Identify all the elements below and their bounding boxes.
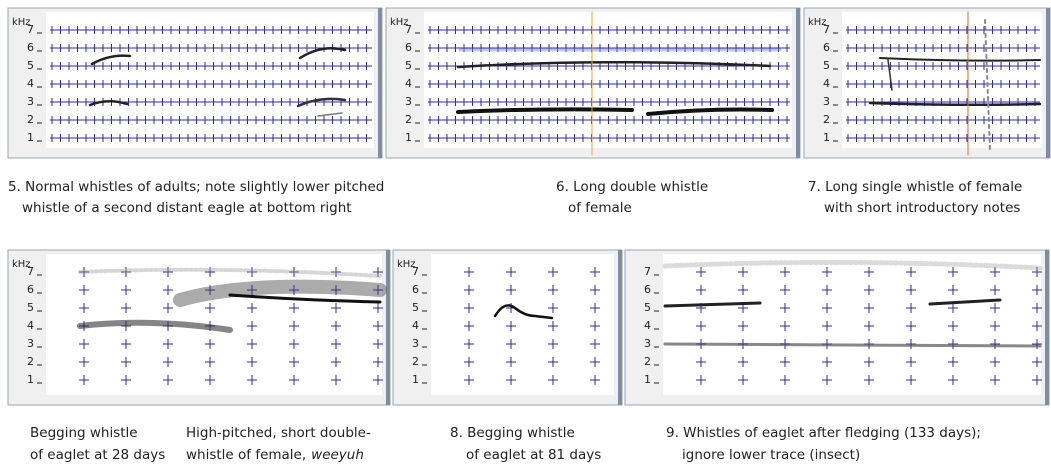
y-tick-label: 4 (412, 319, 419, 332)
y-tick-label: 6 (405, 41, 412, 54)
y-tick-label: 7 (405, 23, 412, 36)
y-tick-label: 7 (823, 23, 830, 36)
caption-line: 6. Long double whistle (556, 179, 708, 195)
y-tick-label: 7 (27, 23, 34, 36)
separator (1045, 250, 1049, 405)
y-tick-label: 4 (27, 77, 34, 90)
y-tick-label: 3 (405, 95, 412, 108)
y-tick-label: 3 (823, 95, 830, 108)
caption-line: High-pitched, short double- (186, 425, 371, 441)
caption-line: of eaglet at 81 days (466, 447, 601, 463)
spectrogram-panel: 7 6 5 4 3 2 1 (625, 250, 1049, 405)
y-tick-label: 4 (27, 319, 34, 332)
y-tick-label: 6 (27, 41, 34, 54)
y-tick-label: 1 (27, 131, 34, 144)
caption-line: 7. Long single whistle of female (808, 179, 1022, 195)
y-tick-label: 5 (27, 301, 34, 314)
separator (618, 250, 622, 405)
caption-line: with short introductory notes (824, 200, 1020, 216)
caption-line: ignore lower trace (insect) (682, 447, 860, 463)
caption-line: whistle of a second distant eagle at bot… (22, 200, 352, 216)
y-tick-label: 7 (644, 265, 651, 278)
caption-line: 9. Whistles of eaglet after fledging (13… (666, 425, 981, 441)
y-tick-label: 5 (405, 59, 412, 72)
y-tick-label: 3 (644, 337, 651, 350)
y-tick-label: 1 (405, 131, 412, 144)
y-tick-label: 1 (644, 373, 651, 386)
y-tick-label: 4 (823, 77, 830, 90)
y-tick-label: 2 (405, 113, 412, 126)
y-tick-label: 5 (644, 301, 651, 314)
plot-area (46, 12, 374, 148)
separator (796, 8, 800, 158)
plot-area (663, 254, 1041, 395)
caption-line: of eaglet at 28 days (30, 447, 165, 463)
page: kHz7654321kHz7654321kHz7654321kHz7654321… (0, 0, 1051, 465)
y-tick-label: 5 (27, 59, 34, 72)
figure: kHz7654321kHz7654321kHz7654321kHz7654321… (0, 0, 1051, 465)
caption-line: Begging whistle (30, 425, 138, 441)
y-tick-label: 7 (412, 265, 419, 278)
y-tick-label: 2 (27, 113, 34, 126)
y-tick-label: 6 (412, 283, 419, 296)
y-tick-label: 4 (405, 77, 412, 90)
y-tick-label: 1 (823, 131, 830, 144)
y-tick-label: 3 (27, 337, 34, 350)
y-tick-label: 6 (644, 283, 651, 296)
y-tick-label: 3 (27, 95, 34, 108)
separator (1046, 8, 1050, 158)
y-tick-label: 1 (412, 373, 419, 386)
separator (378, 8, 382, 158)
caption-emphasis: weeyuh (311, 447, 364, 463)
y-tick-label: 3 (412, 337, 419, 350)
y-tick-label: 6 (27, 283, 34, 296)
y-tick-label: 7 (27, 265, 34, 278)
y-tick-label: 4 (644, 319, 651, 332)
caption-line: of female (568, 200, 632, 216)
y-tick-label: 2 (823, 113, 830, 126)
y-tick-label: 2 (412, 355, 419, 368)
y-tick-label: 5 (823, 59, 830, 72)
plot-area (431, 254, 614, 395)
y-tick-label: 2 (644, 355, 651, 368)
y-tick-label: 5 (412, 301, 419, 314)
y-tick-label: 2 (27, 355, 34, 368)
separator (386, 250, 390, 405)
y-tick-label: 1 (27, 373, 34, 386)
y-tick-label: 6 (823, 41, 830, 54)
caption-line: whistle of female, (186, 447, 306, 463)
caption-line: 5. Normal whistles of adults; note sligh… (8, 179, 384, 195)
caption-line: 8. Begging whistle (450, 425, 575, 441)
